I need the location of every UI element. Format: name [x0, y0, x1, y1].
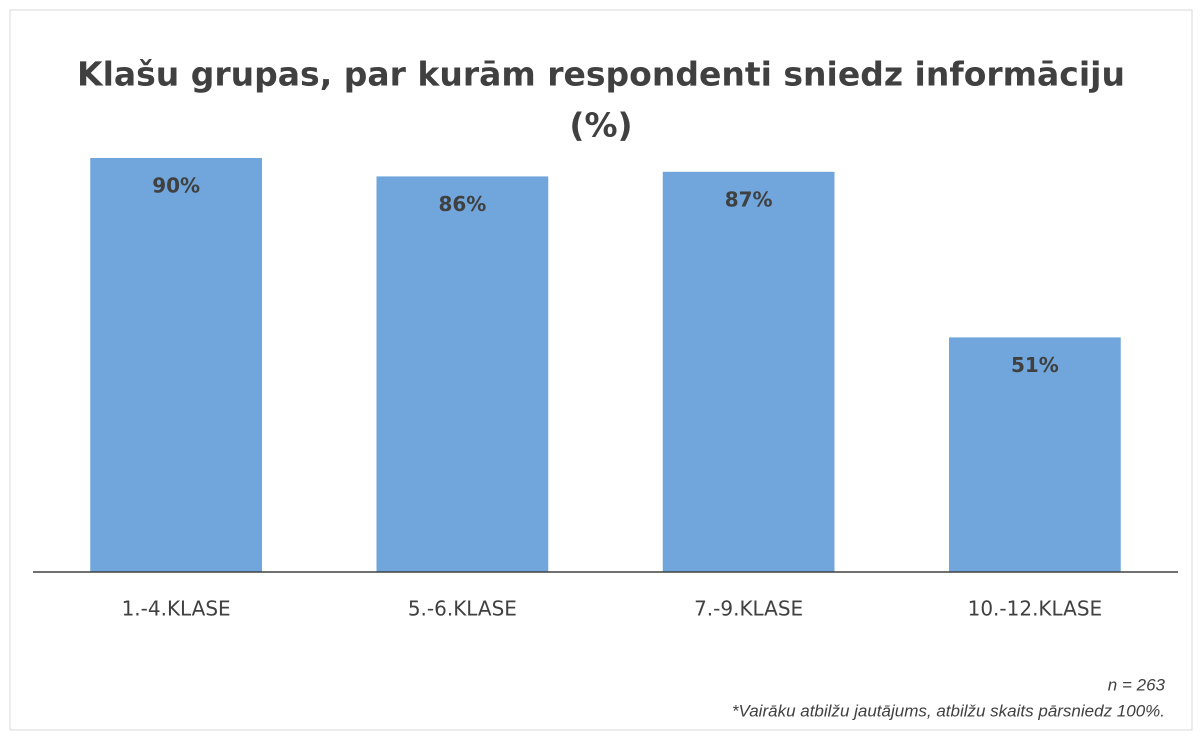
x-tick-label: 1.-4.KLASE	[122, 597, 231, 621]
annotation: n = 263	[1108, 675, 1166, 694]
annotation: *Vairāku atbilžu jautājums, atbilžu skai…	[732, 701, 1165, 720]
chart-title: Klašu grupas, par kurām respondenti snie…	[77, 55, 1125, 94]
data-label: 87%	[725, 187, 773, 211]
bar	[376, 176, 549, 572]
bar	[949, 337, 1121, 572]
bar	[90, 158, 262, 572]
data-label: 90%	[152, 174, 200, 198]
x-tick-label: 10.-12.KLASE	[968, 597, 1103, 621]
x-tick-label: 5.-6.KLASE	[408, 597, 517, 621]
x-tick-label: 7.-9.KLASE	[694, 597, 803, 621]
data-label: 51%	[1011, 353, 1059, 377]
bar	[662, 171, 835, 573]
data-label: 86%	[438, 192, 486, 216]
chart-title: (%)	[569, 106, 632, 145]
